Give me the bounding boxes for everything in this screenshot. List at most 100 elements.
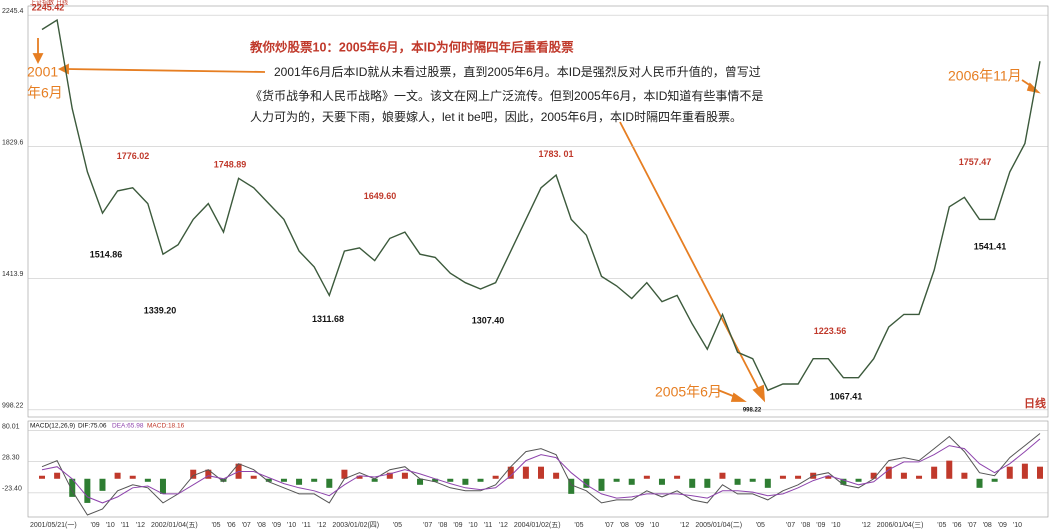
- macd-bar: [538, 466, 544, 479]
- low-label: 1514.86: [90, 250, 123, 260]
- x-tick-label: 2001/05/21(一): [30, 522, 77, 529]
- macd-bar: [946, 460, 953, 479]
- macd-bar: [916, 475, 923, 479]
- macd-bar: [1006, 466, 1013, 479]
- x-tick-label: '12: [317, 522, 326, 529]
- x-tick-label: '12: [680, 522, 689, 529]
- x-tick-label: '05: [574, 522, 583, 529]
- x-tick-label: '09: [998, 522, 1007, 529]
- price-line: [41, 18, 1041, 392]
- y-tick-label: 2245.4: [2, 8, 24, 15]
- x-tick-label: '08: [620, 522, 629, 529]
- x-tick-label: '06: [952, 522, 961, 529]
- macd-bar: [900, 472, 907, 479]
- macd-bar: [311, 478, 318, 482]
- arrow: [619, 121, 761, 393]
- x-tick-label: 2006/01/04(三): [877, 521, 924, 529]
- macd-bar: [1037, 466, 1043, 479]
- macd-bar: [341, 469, 348, 479]
- y-tick-label: 1413.9: [2, 271, 24, 278]
- callout: 2005年6月: [655, 384, 722, 400]
- period-label: 日线: [1024, 396, 1046, 410]
- macd-bar: [704, 478, 711, 488]
- macd-bar: [401, 472, 408, 479]
- y-tick-label: 80.01: [2, 423, 20, 430]
- price-panel: [27, 5, 1049, 418]
- macd-bar: [477, 478, 484, 482]
- x-tick-label: '05: [393, 522, 402, 529]
- low-label: 1307.40: [472, 315, 505, 325]
- macd-bar: [643, 475, 650, 479]
- macd-bar: [628, 478, 635, 485]
- x-tick-label: '12: [136, 522, 145, 529]
- x-tick-label: 2004/01/02(五): [514, 521, 561, 529]
- macd-bar: [658, 478, 665, 485]
- x-tick-label: '09: [90, 522, 99, 529]
- high-label: 1649.60: [364, 191, 397, 201]
- x-tick-label: '11: [484, 522, 493, 529]
- arrow: [65, 68, 266, 73]
- high-label: 1223.56: [814, 326, 847, 336]
- paragraph-line: 2001年6月后本ID就从未看过股票，直到2005年6月。本ID是强烈反对人民币…: [274, 64, 761, 79]
- macd-bar: [492, 475, 499, 479]
- period: 日线: [56, 0, 68, 7]
- x-tick-label: '10: [650, 522, 659, 529]
- macd-bar: [931, 466, 938, 479]
- x-tick-label: '05: [211, 522, 220, 529]
- x-tick-label: '10: [1013, 522, 1022, 529]
- x-tick-label: '07: [786, 522, 795, 529]
- macd-bar: [190, 469, 197, 479]
- macd-header: DIF:75.06: [78, 423, 107, 430]
- x-tick-label: '09: [453, 522, 462, 529]
- macd-bar: [69, 478, 76, 497]
- macd-bar: [825, 475, 832, 479]
- callout: 2006年11月: [948, 68, 1022, 84]
- x-tick-label: '08: [438, 522, 447, 529]
- paragraph-line: 人力可为的，天要下雨，娘要嫁人，let it be吧，因此，2005年6月，本I…: [250, 109, 742, 124]
- macd-bar: [220, 478, 227, 482]
- macd-bar: [568, 478, 575, 494]
- low-label: 1067.41: [830, 391, 863, 401]
- macd-bar: [991, 478, 998, 482]
- macd-bar: [159, 478, 166, 494]
- arrow-head: [32, 53, 44, 65]
- macd-bar: [432, 478, 439, 482]
- macd-bar: [734, 478, 741, 485]
- x-tick-label: 2005/01/04(二): [695, 522, 742, 529]
- low-label: 1541.41: [974, 241, 1007, 251]
- macd-bar: [795, 475, 802, 479]
- macd-bar: [417, 478, 424, 485]
- x-tick-label: '11: [121, 522, 130, 529]
- callout: 年6月: [27, 85, 63, 101]
- x-tick-label: '10: [469, 522, 478, 529]
- macd-bar: [386, 472, 393, 479]
- y-tick-label: 1829.6: [2, 140, 24, 147]
- macd-header: DEA:65.98: [112, 423, 144, 430]
- macd-bar: [250, 475, 257, 479]
- macd-bar: [840, 478, 847, 485]
- article-title: 教你炒股票10：2005年6月，本ID为何时隔四年后重看股票: [249, 39, 574, 54]
- macd-bar: [265, 478, 272, 482]
- x-tick-label: 2003/01/02(四): [332, 521, 379, 529]
- x-tick-label: '12: [862, 522, 871, 529]
- arrow-head: [730, 392, 747, 402]
- x-tick-label: '10: [831, 522, 840, 529]
- macd-bar: [855, 478, 862, 482]
- high-label: 1757.47: [959, 157, 992, 167]
- high-label: 2245.42: [32, 3, 65, 13]
- arrows: [32, 38, 1041, 403]
- macd-bar: [129, 475, 136, 479]
- x-tick-label: '06: [227, 522, 236, 529]
- macd-bar: [39, 475, 45, 479]
- macd-panel: [27, 420, 1049, 518]
- x-tick-label: '12: [499, 522, 508, 529]
- macd-bar: [1021, 463, 1028, 479]
- macd-bar: [870, 472, 877, 479]
- low-label: 1339.20: [144, 305, 177, 315]
- macd-bar: [674, 475, 681, 479]
- x-tick-label: '08: [801, 522, 810, 529]
- macd-bar: [326, 478, 333, 488]
- macd-bar: [598, 478, 605, 491]
